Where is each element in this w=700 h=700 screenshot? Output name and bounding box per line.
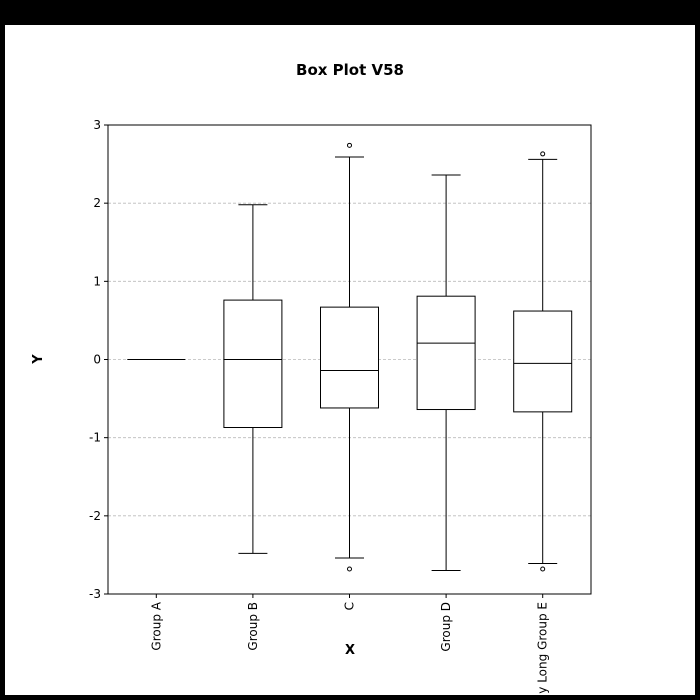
outlier-point <box>540 151 546 157</box>
x-tick-label: C <box>343 602 357 610</box>
y-tick-label: 0 <box>93 353 101 367</box>
box-group <box>513 151 573 572</box>
box-iqr <box>513 310 573 413</box>
y-tick-label: 3 <box>93 118 101 132</box>
outlier-point <box>540 566 546 572</box>
y-tick-label: -3 <box>89 587 101 601</box>
x-axis-label: X <box>345 643 355 658</box>
y-axis-label: Y <box>31 354 46 365</box>
box-group <box>320 142 379 572</box>
box-iqr <box>320 306 379 409</box>
y-tick-label: -1 <box>89 431 101 445</box>
x-tick-label: y Long Group E <box>536 602 550 694</box>
x-tick-label: Group A <box>149 601 163 650</box>
x-tick-label: Group B <box>246 602 260 651</box>
y-tick-label: -2 <box>89 509 101 523</box>
y-tick-label: 2 <box>93 196 101 210</box>
y-tick-label: 1 <box>93 274 101 288</box>
outlier-point <box>347 142 352 148</box>
box-group <box>223 204 283 554</box>
box-group <box>416 174 476 572</box>
outlier-point <box>347 566 352 572</box>
chart-canvas: Box Plot V58 X Y -3 -2 -1 0 1 2 3 Group A Group… <box>5 25 695 695</box>
y-axis-ticks: -3 -2 -1 0 1 2 3 <box>89 118 108 601</box>
chart-title: Box Plot V58 <box>296 61 404 79</box>
box-iqr <box>223 299 283 429</box>
x-tick-label: Group D <box>439 602 453 652</box>
box-iqr <box>416 295 476 411</box>
x-axis-ticks: Group A Group B C Group D y Long Group E <box>149 594 550 694</box>
boxes <box>127 142 573 572</box>
